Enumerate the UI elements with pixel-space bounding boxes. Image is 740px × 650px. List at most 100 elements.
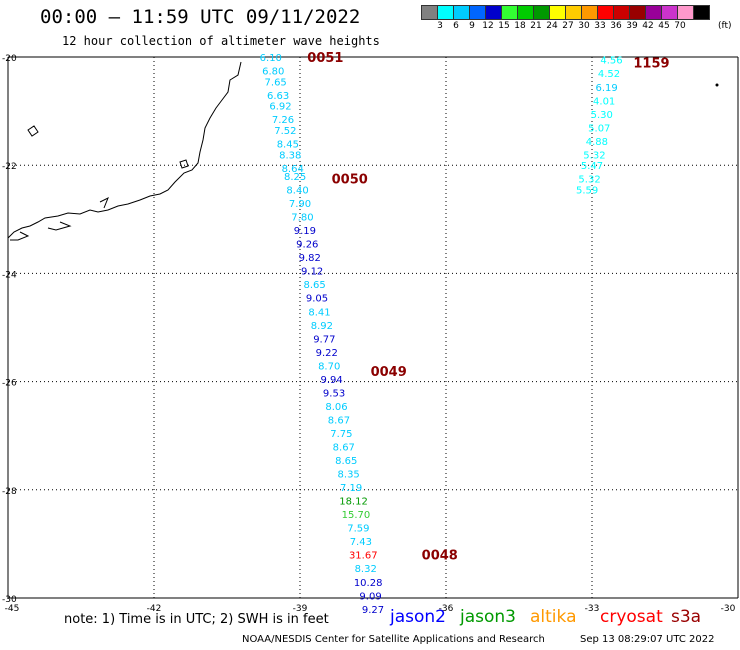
color-bar-tick-label: 70 [674,21,686,31]
wave-height-value: 18.12 [339,497,368,508]
wave-height-value: 9.26 [296,240,318,251]
lon-tick-label: -39 [293,604,308,614]
wave-height-value: 7.90 [289,199,311,210]
island [179,159,189,169]
color-swatch [693,5,710,20]
lat-tick-label: -28 [2,487,17,497]
wave-height-value: 4.52 [598,69,620,80]
wave-height-value: 8.40 [286,186,308,197]
wave-height-value: 4.88 [586,137,608,148]
wave-height-value: 9.09 [359,591,381,602]
wave-height-value: 8.65 [303,280,325,291]
wave-height-value: 5.59 [576,186,598,197]
color-bar-tick-label: 33 [594,21,606,31]
wave-height-value: 9.82 [299,253,321,264]
satellite-jason2: jason2 [390,607,446,627]
color-bar-tick-label: 39 [626,21,638,31]
wave-height-value: 7.75 [330,429,352,440]
wave-height-value: 5.32 [578,175,600,186]
track-time-labels: 0051 0050 0049 0048 1159 [307,51,669,564]
wave-height-value: 5.47 [581,161,603,172]
wave-height-value: 8.92 [311,321,333,332]
color-legend: (ft) 3 6 9 12 15 18 21 24 27 30 33 36 39 42 45 70 [421,5,732,34]
coastline [7,61,242,239]
color-bar-tick-label: 30 [578,21,590,31]
footer-credit: NOAA/NESDIS Center for Satellite Applica… [242,634,545,645]
wave-height-value: 31.67 [349,551,378,562]
track-time-label: 1159 [633,56,669,71]
color-bar-tick-label: 3 [437,21,443,31]
wave-height-value: 8.35 [338,470,360,481]
note-text: note: 1) Time is in UTC; 2) SWH is in fe… [64,612,329,627]
color-bar-tick-label: 12 [482,21,494,31]
wave-height-value: 8.38 [279,150,301,161]
wave-height-value: 9.12 [301,267,323,278]
footer-timestamp: Sep 13 08:29:07 UTC 2022 [580,634,715,645]
lat-tick-label: -22 [2,162,17,172]
satellite-cryosat: cryosat [600,607,663,627]
wave-height-value: 10.28 [354,578,383,589]
graticule [7,56,739,599]
unit-label: (ft) [718,21,732,31]
island [27,125,39,137]
chart-title: 00:00 – 11:59 UTC 09/11/2022 [40,6,361,28]
color-bar [421,5,732,20]
wave-height-value: 5.07 [588,123,610,134]
wave-height-value: 7.43 [350,537,372,548]
wave-height-value: 8.64 [282,164,304,175]
color-bar-tick-label: 18 [514,21,526,31]
wave-height-value: 6.80 [262,67,284,78]
track-a: 6.10 6.807.65 6.636.92 7.267.52 8.458.38 8.64… [260,53,384,616]
lat-tick-label: -26 [2,379,17,389]
wave-height-value: 7.65 [265,77,287,88]
wave-height-value: 4.01 [593,96,615,107]
track-b: 4.564.526.194.015.305.074.885.325.475.32… [576,56,623,197]
satellite-s3a: s3a [671,607,702,627]
wave-height-value: 9.19 [294,226,316,237]
lon-tick-label: -45 [5,604,20,614]
color-bar-tick-label: 27 [562,21,574,31]
wave-height-value: 8.32 [355,564,377,575]
wave-height-value: 7.80 [291,213,313,224]
track-time-label: 0049 [371,365,407,380]
track-time-label: 0050 [332,173,368,188]
wave-height-value: 9.22 [316,348,338,359]
wave-height-value: 9.05 [306,294,328,305]
wave-height-value: 8.45 [277,140,299,151]
color-bar-tick-label: 42 [642,21,654,31]
color-bar-tick-label: 21 [530,21,542,31]
lon-tick-label: -33 [585,604,600,614]
wave-height-value: 8.67 [328,415,350,426]
color-bar-tick-label: 24 [546,21,558,31]
satellite-altika: altika [530,607,577,627]
wave-height-value: 4.56 [600,56,622,67]
wave-height-value: 9.27 [362,605,384,616]
wave-height-value: 6.10 [260,53,282,64]
wave-height-value: 7.52 [274,126,296,137]
color-bar-labels: (ft) 3 6 9 12 15 18 21 24 27 30 33 36 39 42 45 70 [422,20,732,34]
wave-height-value: 8.06 [325,402,347,413]
color-bar-tick-label: 36 [610,21,622,31]
coastline-bay [10,196,109,241]
lat-tick-label: -30 [2,595,17,605]
color-bar-tick-label: 9 [469,21,475,31]
wave-height-value: 7.59 [347,524,369,535]
wave-height-value: 5.30 [591,110,613,121]
wave-height-value: 9.77 [313,334,335,345]
wave-height-value: 15.70 [342,510,371,521]
lon-tick-label: -30 [721,604,736,614]
wave-height-value: 8.25 [284,172,306,183]
satellite-jason3: jason3 [460,607,516,627]
color-bar-tick-label: 6 [453,21,459,31]
lon-tick-label: -36 [439,604,454,614]
wave-height-value: 8.65 [335,456,357,467]
wave-height-value: 5.32 [583,150,605,161]
wave-height-value: 6.19 [595,83,617,94]
color-bar-tick-label: 45 [658,21,670,31]
chart-subtitle: 12 hour collection of altimeter wave hei… [62,34,380,48]
lon-tick-label: -42 [147,604,162,614]
wave-height-value: 8.41 [308,307,330,318]
color-bar-tick-label: 15 [498,21,510,31]
wave-height-value: 7.26 [272,115,294,126]
